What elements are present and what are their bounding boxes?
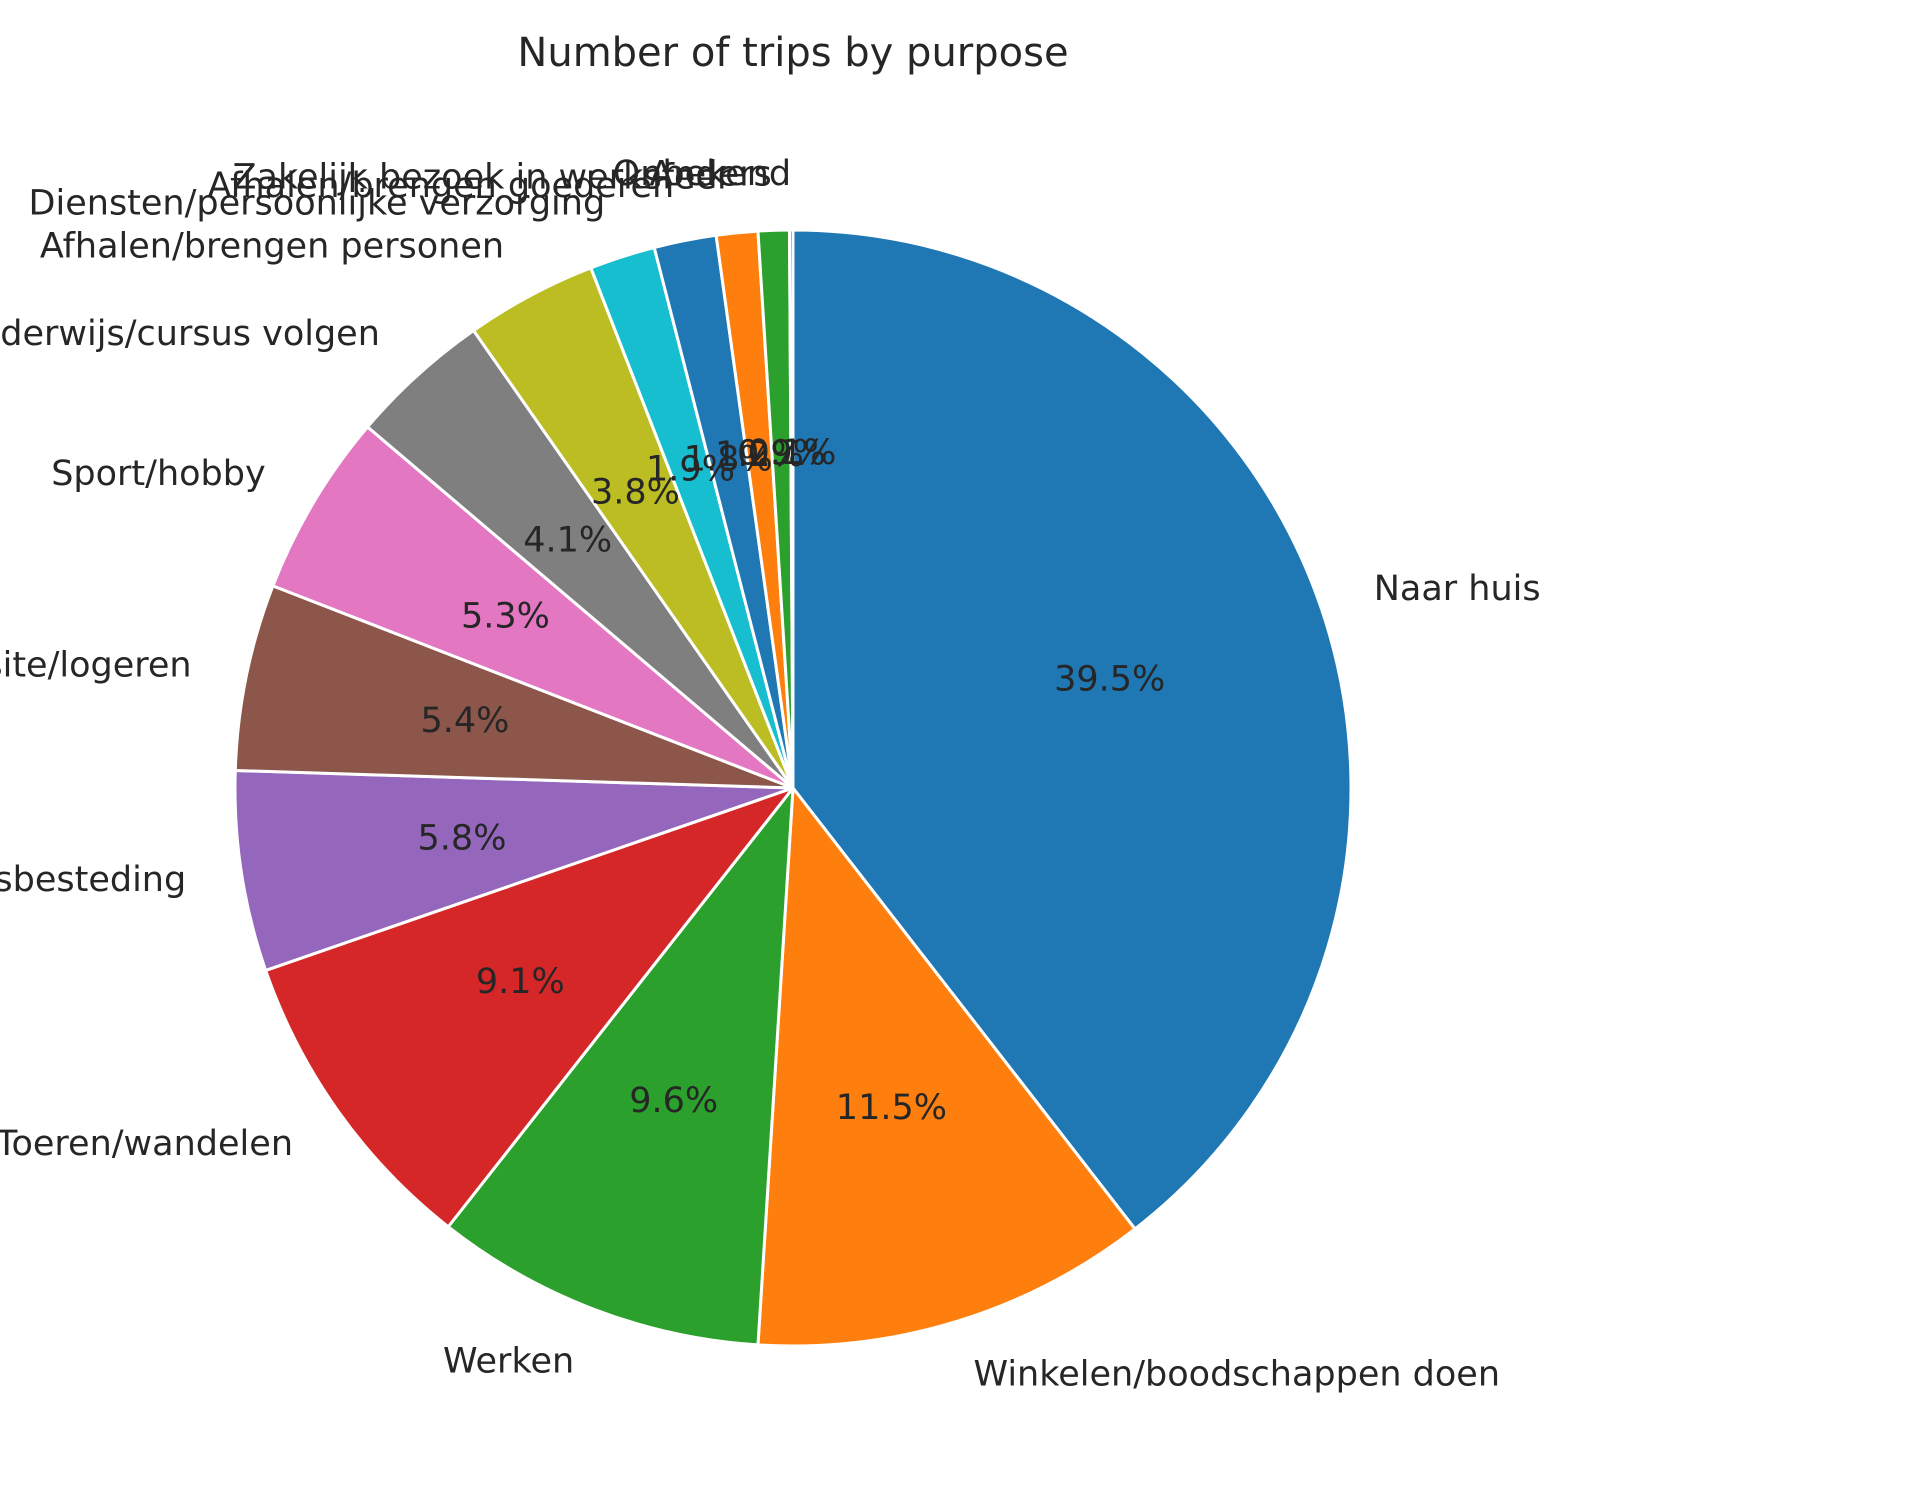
slice-label: Diensten/persoonlijke verzorging — [29, 184, 606, 224]
slice-percentage: 1.9% — [646, 449, 735, 489]
slice-label: Afhalen/brengen personen — [40, 226, 504, 266]
slice-percentage: 1.2% — [715, 435, 804, 475]
slice-percentage: 9.1% — [476, 962, 565, 1002]
slice-label: Visite/logeren — [0, 645, 192, 685]
slice-percentage: 5.3% — [461, 597, 550, 637]
slice-percentage: 11.5% — [836, 1088, 947, 1128]
slice-label: Onbekend — [613, 154, 791, 194]
slice-percentage: 3.8% — [591, 473, 680, 513]
pie-slice — [756, 786, 1137, 1348]
slice-percentage: 0.9% — [737, 433, 826, 473]
pie-slices — [233, 228, 1353, 1348]
slice-label: Overige vrijetijdsbesteding — [0, 860, 186, 900]
pie-slice — [446, 786, 795, 1347]
slice-label: Toeren/wandelen — [0, 1124, 293, 1164]
pie-slice — [233, 768, 795, 972]
slice-label: Winkelen/boodschappen doen — [974, 1355, 1501, 1395]
slice-percentage: 9.6% — [629, 1081, 718, 1121]
slice-label: Zakelijk bezoek in werksfeer — [233, 157, 732, 197]
slice-label: Onderwijs/cursus volgen — [0, 314, 380, 354]
slice-labels: Naar huis Winkelen/boodschappen doen Werke… — [0, 154, 1541, 1395]
chart-title: Number of trips by purpose — [517, 30, 1068, 76]
pie-slice — [787, 228, 795, 790]
slice-percentage: 4.1% — [523, 520, 612, 560]
slice-label: Naar huis — [1374, 569, 1541, 609]
slice-percentage: 5.8% — [418, 818, 507, 858]
slice-label: Anders — [649, 155, 772, 195]
slice-label: Werken — [443, 1342, 574, 1382]
pie-slice — [271, 425, 795, 790]
percentage-labels: 39.5%11.5%9.6%9.1%5.8%5.4%5.3%4.1%3.8%1.… — [418, 433, 1166, 1128]
slice-percentage: 5.4% — [420, 701, 509, 741]
slice-label: Sport/hobby — [51, 454, 266, 494]
slice-percentage: 0.1% — [747, 433, 836, 473]
pie-slice — [264, 786, 795, 1229]
slice-percentage: 39.5% — [1054, 660, 1165, 700]
slice-percentage: 1.8% — [684, 440, 773, 480]
pie-slice — [791, 228, 1353, 1231]
pie-slice — [233, 584, 795, 790]
slice-label: Afhalen/brengen goederen — [207, 166, 674, 206]
